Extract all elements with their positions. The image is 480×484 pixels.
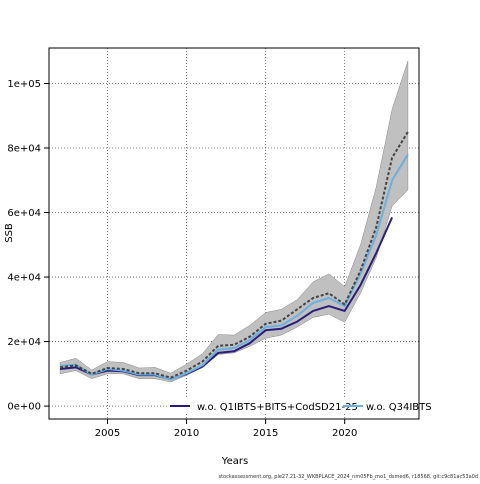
legend-background <box>168 398 418 414</box>
y-tick-label: 0e+00 <box>7 402 41 413</box>
series-layer <box>59 131 409 381</box>
y-tick-label: 8e+04 <box>7 144 41 155</box>
legend: w.o. Q1IBTS+BITS+CodSD21-25 w.o. Q34IBTS <box>168 398 432 414</box>
x-axis: 2005 2010 2015 2020 <box>95 419 357 439</box>
x-tick-label: 2010 <box>174 428 199 439</box>
series-line-3 <box>59 131 409 379</box>
y-tick-label: 6e+04 <box>7 208 41 219</box>
grid-layer <box>49 48 419 419</box>
source-footnote: stockassessment.org, ple27.21-32_WKBPLAC… <box>219 474 479 480</box>
confidence-band <box>59 60 409 383</box>
y-tick-label: 4e+04 <box>7 273 41 284</box>
x-axis-title: Years <box>221 456 248 467</box>
legend-label-series-2: w.o. Q34IBTS <box>366 402 432 413</box>
y-axis: 0e+00 2e+04 4e+04 6e+04 8e+04 1e+05 <box>7 79 49 413</box>
series-line-1 <box>59 216 394 381</box>
y-tick-label: 1e+05 <box>7 79 41 90</box>
x-tick-label: 2005 <box>95 428 120 439</box>
y-tick-label: 2e+04 <box>7 337 41 348</box>
y-axis-title: SSB <box>4 223 15 243</box>
series-line-2 <box>60 153 409 381</box>
x-tick-label: 2020 <box>332 428 357 439</box>
legend-label-series-1: w.o. Q1IBTS+BITS+CodSD21-25 <box>197 402 358 413</box>
band-layer <box>59 60 409 383</box>
plot-frame <box>48 47 420 420</box>
x-tick-label: 2015 <box>253 428 278 439</box>
